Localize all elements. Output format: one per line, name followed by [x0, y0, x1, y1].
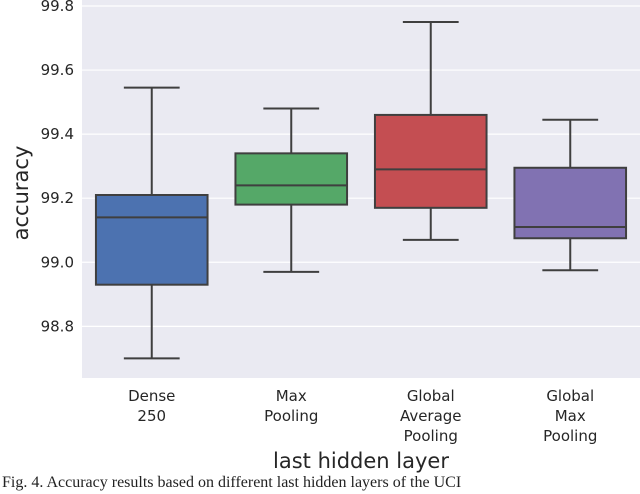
figure-caption: Fig. 4. Accuracy results based on differ… [2, 474, 462, 491]
x-category-label: Dense 250 [128, 387, 175, 425]
iqr-box [94, 194, 209, 286]
box-1 [234, 107, 349, 273]
y-tick-label: 99.6 [41, 61, 74, 79]
y-tick-label: 99.4 [41, 125, 74, 143]
x-axis-category-labels: Dense 250 Max Pooling Global Average Pooling Gl… [128, 387, 597, 445]
box-3 [513, 118, 628, 272]
box-0 [94, 86, 209, 360]
iqr-box [373, 113, 488, 209]
y-tick-label: 99.0 [41, 253, 74, 271]
box-plot-chart: 98.8 99.0 99.2 99.4 99.6 99.8 Dense 250 Max Pool… [9, 0, 640, 473]
y-tick-label: 98.8 [41, 317, 74, 335]
boxes [94, 21, 628, 360]
x-axis-label: last hidden layer [273, 449, 449, 473]
y-axis-ticks: 98.8 99.0 99.2 99.4 99.6 99.8 [41, 0, 74, 335]
y-tick-label: 99.2 [41, 189, 74, 207]
box-2 [373, 21, 488, 241]
x-category-label: Global Max Pooling [543, 387, 597, 445]
y-axis-label: accuracy [9, 146, 33, 241]
iqr-box [234, 152, 349, 206]
x-category-label: Global Average Pooling [400, 387, 462, 445]
x-category-label: Max Pooling [264, 387, 318, 425]
y-tick-label: 99.8 [41, 0, 74, 15]
